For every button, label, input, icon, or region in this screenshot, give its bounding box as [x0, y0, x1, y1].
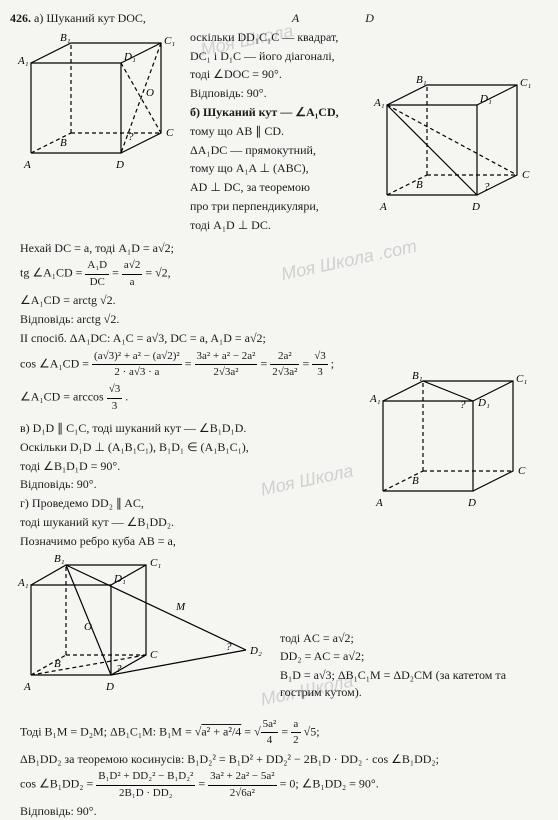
svg-text:D₁: D₁: [479, 93, 492, 105]
svg-text:O: O: [84, 621, 92, 633]
t2-l1: Нехай DC = a, тоді A₁D = a√2;: [20, 240, 548, 257]
svg-text:?: ?: [116, 663, 122, 675]
t1-l5: б) Шуканий кут — ∠A₁CD,: [190, 104, 370, 121]
t1-l6: тому що AB ∥ CD.: [190, 123, 370, 140]
svg-text:A₁: A₁: [17, 55, 29, 67]
t2-tg: tg ∠A₁CD = A₁DDC = a√2a = √2,: [20, 258, 548, 290]
svg-text:?: ?: [128, 131, 134, 143]
svg-text:?: ?: [226, 641, 232, 653]
svg-text:B₁: B₁: [54, 553, 65, 565]
cube-figure-2: A D C B A₁ B₁ C₁ D₁ ?: [372, 70, 542, 220]
svg-text:D₁: D₁: [123, 51, 136, 63]
svg-text:B₁: B₁: [60, 32, 71, 44]
svg-text:D₁: D₁: [477, 397, 490, 409]
t1-l2: DC₁ і D₁C — його діагоналі,: [190, 48, 370, 65]
t2-l3: ∠A₁CD = arctg √2.: [20, 292, 548, 309]
text-block-3: в) D₁D ∥ C₁C, тоді шуканий кут — ∠B₁D₁D.…: [20, 420, 370, 550]
t4-l3: B₁D = a√3; ΔB₁C₁M = ΔD₂CM (за катетом та…: [280, 667, 550, 701]
t5-cos: cos ∠B₁DD₂ = B₁D² + DD₂² − B₁D₂²2B₁D · D…: [20, 769, 548, 801]
t3-l4: Відповідь: 90°.: [20, 476, 370, 493]
svg-text:?: ?: [484, 181, 490, 193]
svg-text:C₁: C₁: [164, 35, 175, 47]
t1-l1: оскільки DD₁C₁C — квадрат,: [190, 29, 370, 46]
svg-text:C₁: C₁: [516, 373, 527, 385]
top-label-A: A: [292, 11, 299, 25]
svg-text:B: B: [412, 475, 419, 487]
svg-text:D: D: [105, 681, 114, 693]
header-row: 426. а) Шуканий кут DOC, A D: [10, 10, 548, 27]
cube-figure-1: A D C B A₁ B₁ C₁ D₁ O ?: [16, 28, 186, 178]
svg-text:A: A: [23, 681, 31, 693]
svg-text:D: D: [115, 159, 124, 171]
svg-text:D₁: D₁: [113, 573, 126, 585]
svg-text:M: M: [175, 601, 186, 613]
t4-l1: тоді AC = a√2;: [280, 630, 550, 647]
svg-text:A₁: A₁: [373, 97, 385, 109]
svg-text:?: ?: [460, 399, 466, 411]
svg-text:B: B: [416, 179, 423, 191]
t2-l5: ІІ спосіб. ΔA₁DC: A₁C = a√3, DC = a, A₁D…: [20, 330, 548, 347]
t5-l4: Відповідь: 90°.: [20, 803, 548, 820]
cube-figure-3: A D C B A₁ B₁ C₁ D₁ ?: [368, 366, 538, 516]
t3-l2: Оскільки D₁D ⊥ (A₁B₁C₁), B₁D₁ ∈ (A₁B₁C₁)…: [20, 439, 370, 456]
svg-text:A: A: [23, 159, 31, 171]
svg-text:A: A: [379, 201, 387, 213]
svg-text:A: A: [375, 497, 383, 509]
svg-text:A₁: A₁: [17, 577, 29, 589]
svg-text:C: C: [150, 649, 158, 661]
t1-l11: тоді A₁D ⊥ DC.: [190, 217, 370, 234]
t1-l9: AD ⊥ DC, за теоремою: [190, 179, 370, 196]
text-block-5: Тоді B₁M = D₂M; ΔB₁C₁M: B₁M = √a² + a²/4…: [20, 717, 548, 820]
svg-text:B₁: B₁: [412, 370, 423, 382]
top-label-D: D: [365, 11, 374, 25]
problem-number: 426.: [10, 11, 31, 25]
cube-figure-4: A D C B A₁ B₁ C₁ D₁ D₂ M O ? ?: [16, 540, 276, 700]
t3-l6: тоді шуканий кут — ∠B₁DD₂.: [20, 514, 370, 531]
t5-l1: Тоді B₁M = D₂M; ΔB₁C₁M: B₁M = √a² + a²/4…: [20, 717, 548, 749]
t1-l7: ΔA₁DC — прямокутний,: [190, 142, 370, 159]
t2-l4: Відповідь: arctg √2.: [20, 311, 548, 328]
svg-text:D: D: [471, 201, 480, 213]
svg-text:C: C: [518, 465, 526, 477]
svg-text:C₁: C₁: [150, 557, 161, 569]
t4-l2: DD₂ = AC = a√2;: [280, 648, 550, 665]
t3-l1: в) D₁D ∥ C₁C, тоді шуканий кут — ∠B₁D₁D.: [20, 420, 370, 437]
svg-text:C: C: [522, 169, 530, 181]
svg-text:D: D: [467, 497, 476, 509]
svg-text:B: B: [60, 137, 67, 149]
t1-l10: про три перпендикуляри,: [190, 198, 370, 215]
t1-l4: Відповідь: 90°.: [190, 85, 370, 102]
t1-l3: тоді ∠DOC = 90°.: [190, 66, 370, 83]
svg-text:C₁: C₁: [520, 77, 531, 89]
t5-l2: ΔB₁DD₂ за теоремою косинусів: B₁D₂² = B₁…: [20, 751, 548, 768]
svg-text:D₂: D₂: [249, 645, 262, 657]
text-block-1: оскільки DD₁C₁C — квадрат, DC₁ і D₁C — й…: [190, 29, 370, 234]
svg-text:A₁: A₁: [369, 393, 381, 405]
t3-l3: тоді ∠B₁D₁D = 90°.: [20, 458, 370, 475]
header-a: а) Шуканий кут DOC,: [34, 11, 146, 25]
svg-text:C: C: [166, 127, 174, 139]
svg-text:B: B: [54, 658, 61, 670]
svg-text:O: O: [146, 87, 154, 99]
t3-l5: г) Проведемо DD₂ ∥ AC,: [20, 495, 370, 512]
svg-text:B₁: B₁: [416, 74, 427, 86]
t1-l8: тому що A₁A ⊥ (ABC),: [190, 160, 370, 177]
text-block-4: тоді AC = a√2; DD₂ = AC = a√2; B₁D = a√3…: [280, 630, 550, 701]
